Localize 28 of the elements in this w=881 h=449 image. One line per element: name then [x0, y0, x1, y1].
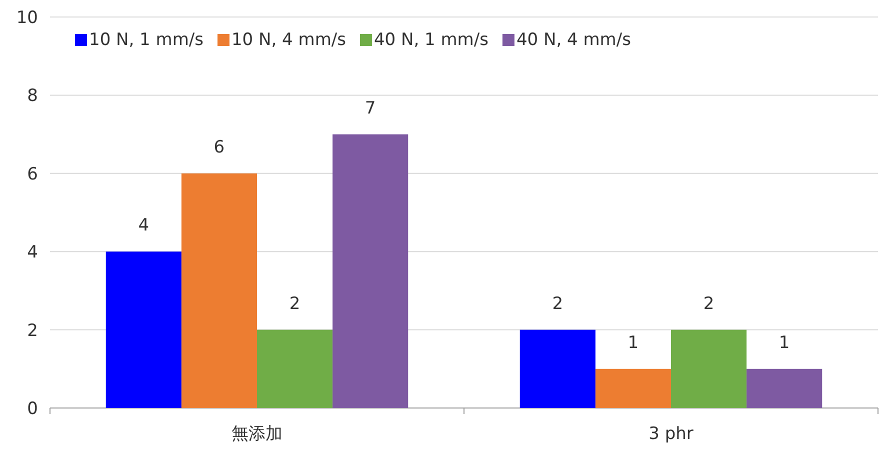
data-label: 2	[703, 294, 714, 314]
data-label: 2	[289, 294, 300, 314]
legend-label: 10 N, 1 mm/s	[89, 30, 204, 50]
data-label: 6	[214, 137, 225, 158]
y-tick-label: 4	[27, 242, 38, 263]
data-label: 1	[628, 332, 639, 353]
bar	[595, 368, 671, 408]
data-label: 2	[552, 294, 564, 314]
legend-label: 10 N, 4 mm/s	[231, 30, 346, 50]
x-tick-label: 3 phr	[648, 424, 694, 444]
bar	[671, 330, 747, 408]
data-label: 1	[778, 332, 790, 353]
data-label: 7	[364, 98, 376, 118]
bar	[520, 330, 596, 408]
legend-label: 40 N, 1 mm/s	[374, 30, 489, 50]
bar	[106, 252, 182, 408]
y-tick-label: 6	[27, 164, 38, 184]
y-tick-label: 2	[27, 320, 38, 341]
bar	[257, 330, 333, 408]
x-tick-label: 無添加	[232, 424, 282, 444]
bar	[746, 368, 822, 408]
y-tick-label: 0	[27, 399, 38, 419]
legend-label: 40 N, 4 mm/s	[516, 30, 632, 50]
bar	[332, 134, 408, 408]
y-tick-label: 10	[16, 8, 38, 28]
y-tick-label: 8	[27, 86, 38, 106]
bar	[181, 173, 257, 408]
data-label: 4	[138, 216, 150, 236]
